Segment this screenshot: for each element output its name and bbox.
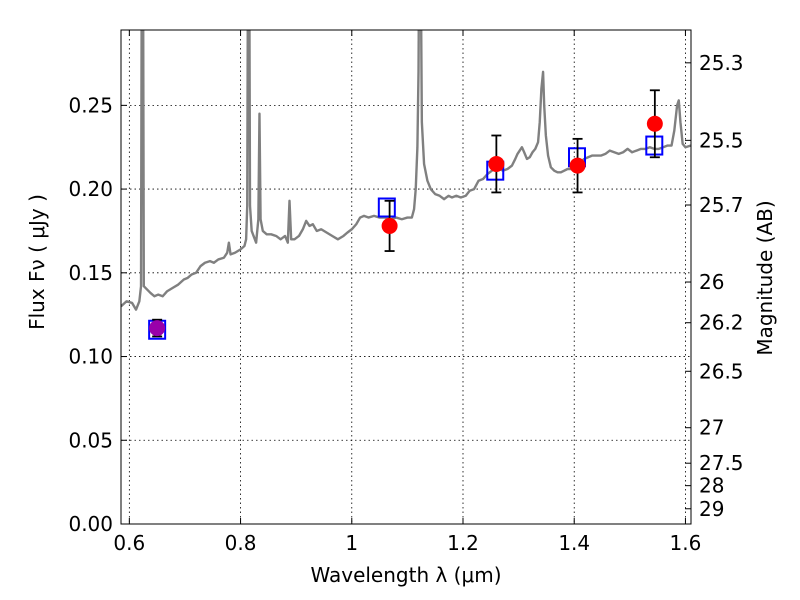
x-tick-label: 1 [345, 531, 358, 555]
right-tick-label: 29 [699, 497, 724, 521]
observed-point [381, 217, 398, 234]
right-tick-label: 27 [699, 416, 724, 440]
right-tick-label: 25.7 [699, 193, 744, 217]
observed-point [488, 155, 505, 172]
right-tick-label: 26 [699, 270, 724, 294]
right-axis-label: Magnitude (AB) [753, 200, 777, 355]
model-spectrum [121, 30, 691, 311]
y-axis-label: Flux Fν ( μJy ) [25, 194, 49, 330]
y-tick-label: 0.15 [68, 261, 113, 285]
y-axis-ticks: 0.00 0.05 0.10 0.15 0.20 0.25 [68, 93, 127, 536]
right-tick-label: 28 [699, 474, 724, 498]
model-square [377, 197, 396, 218]
right-tick-label: 26.5 [699, 359, 744, 383]
spectrum-line [121, 30, 691, 311]
y-tick-label: 0.00 [68, 512, 113, 536]
observed-point [149, 320, 166, 337]
y-tick-label: 0.25 [68, 93, 113, 117]
right-tick-label: 27.5 [699, 451, 744, 475]
x-tick-label: 0.8 [225, 531, 257, 555]
plot-frame [120, 29, 692, 525]
x-tick-label: 0.6 [113, 531, 145, 555]
x-tick-label: 1.2 [447, 531, 479, 555]
observed-point [646, 115, 663, 132]
y-tick-label: 0.05 [68, 428, 113, 452]
x-tick-label: 1.6 [670, 531, 702, 555]
right-tick-label: 25.5 [699, 128, 744, 152]
grid [121, 30, 691, 525]
y-tick-label: 0.10 [68, 345, 113, 369]
x-axis-ticks: 0.6 0.8 1 1.2 1.4 1.6 [113, 30, 701, 555]
x-axis-label: Wavelength λ (μm) [310, 563, 501, 587]
x-tick-label: 1.4 [558, 531, 590, 555]
right-tick-label: 26.2 [699, 311, 744, 335]
observed-point [569, 157, 586, 174]
right-tick-label: 25.3 [699, 51, 744, 75]
observed-photometry [149, 89, 663, 338]
y-tick-label: 0.20 [68, 177, 113, 201]
